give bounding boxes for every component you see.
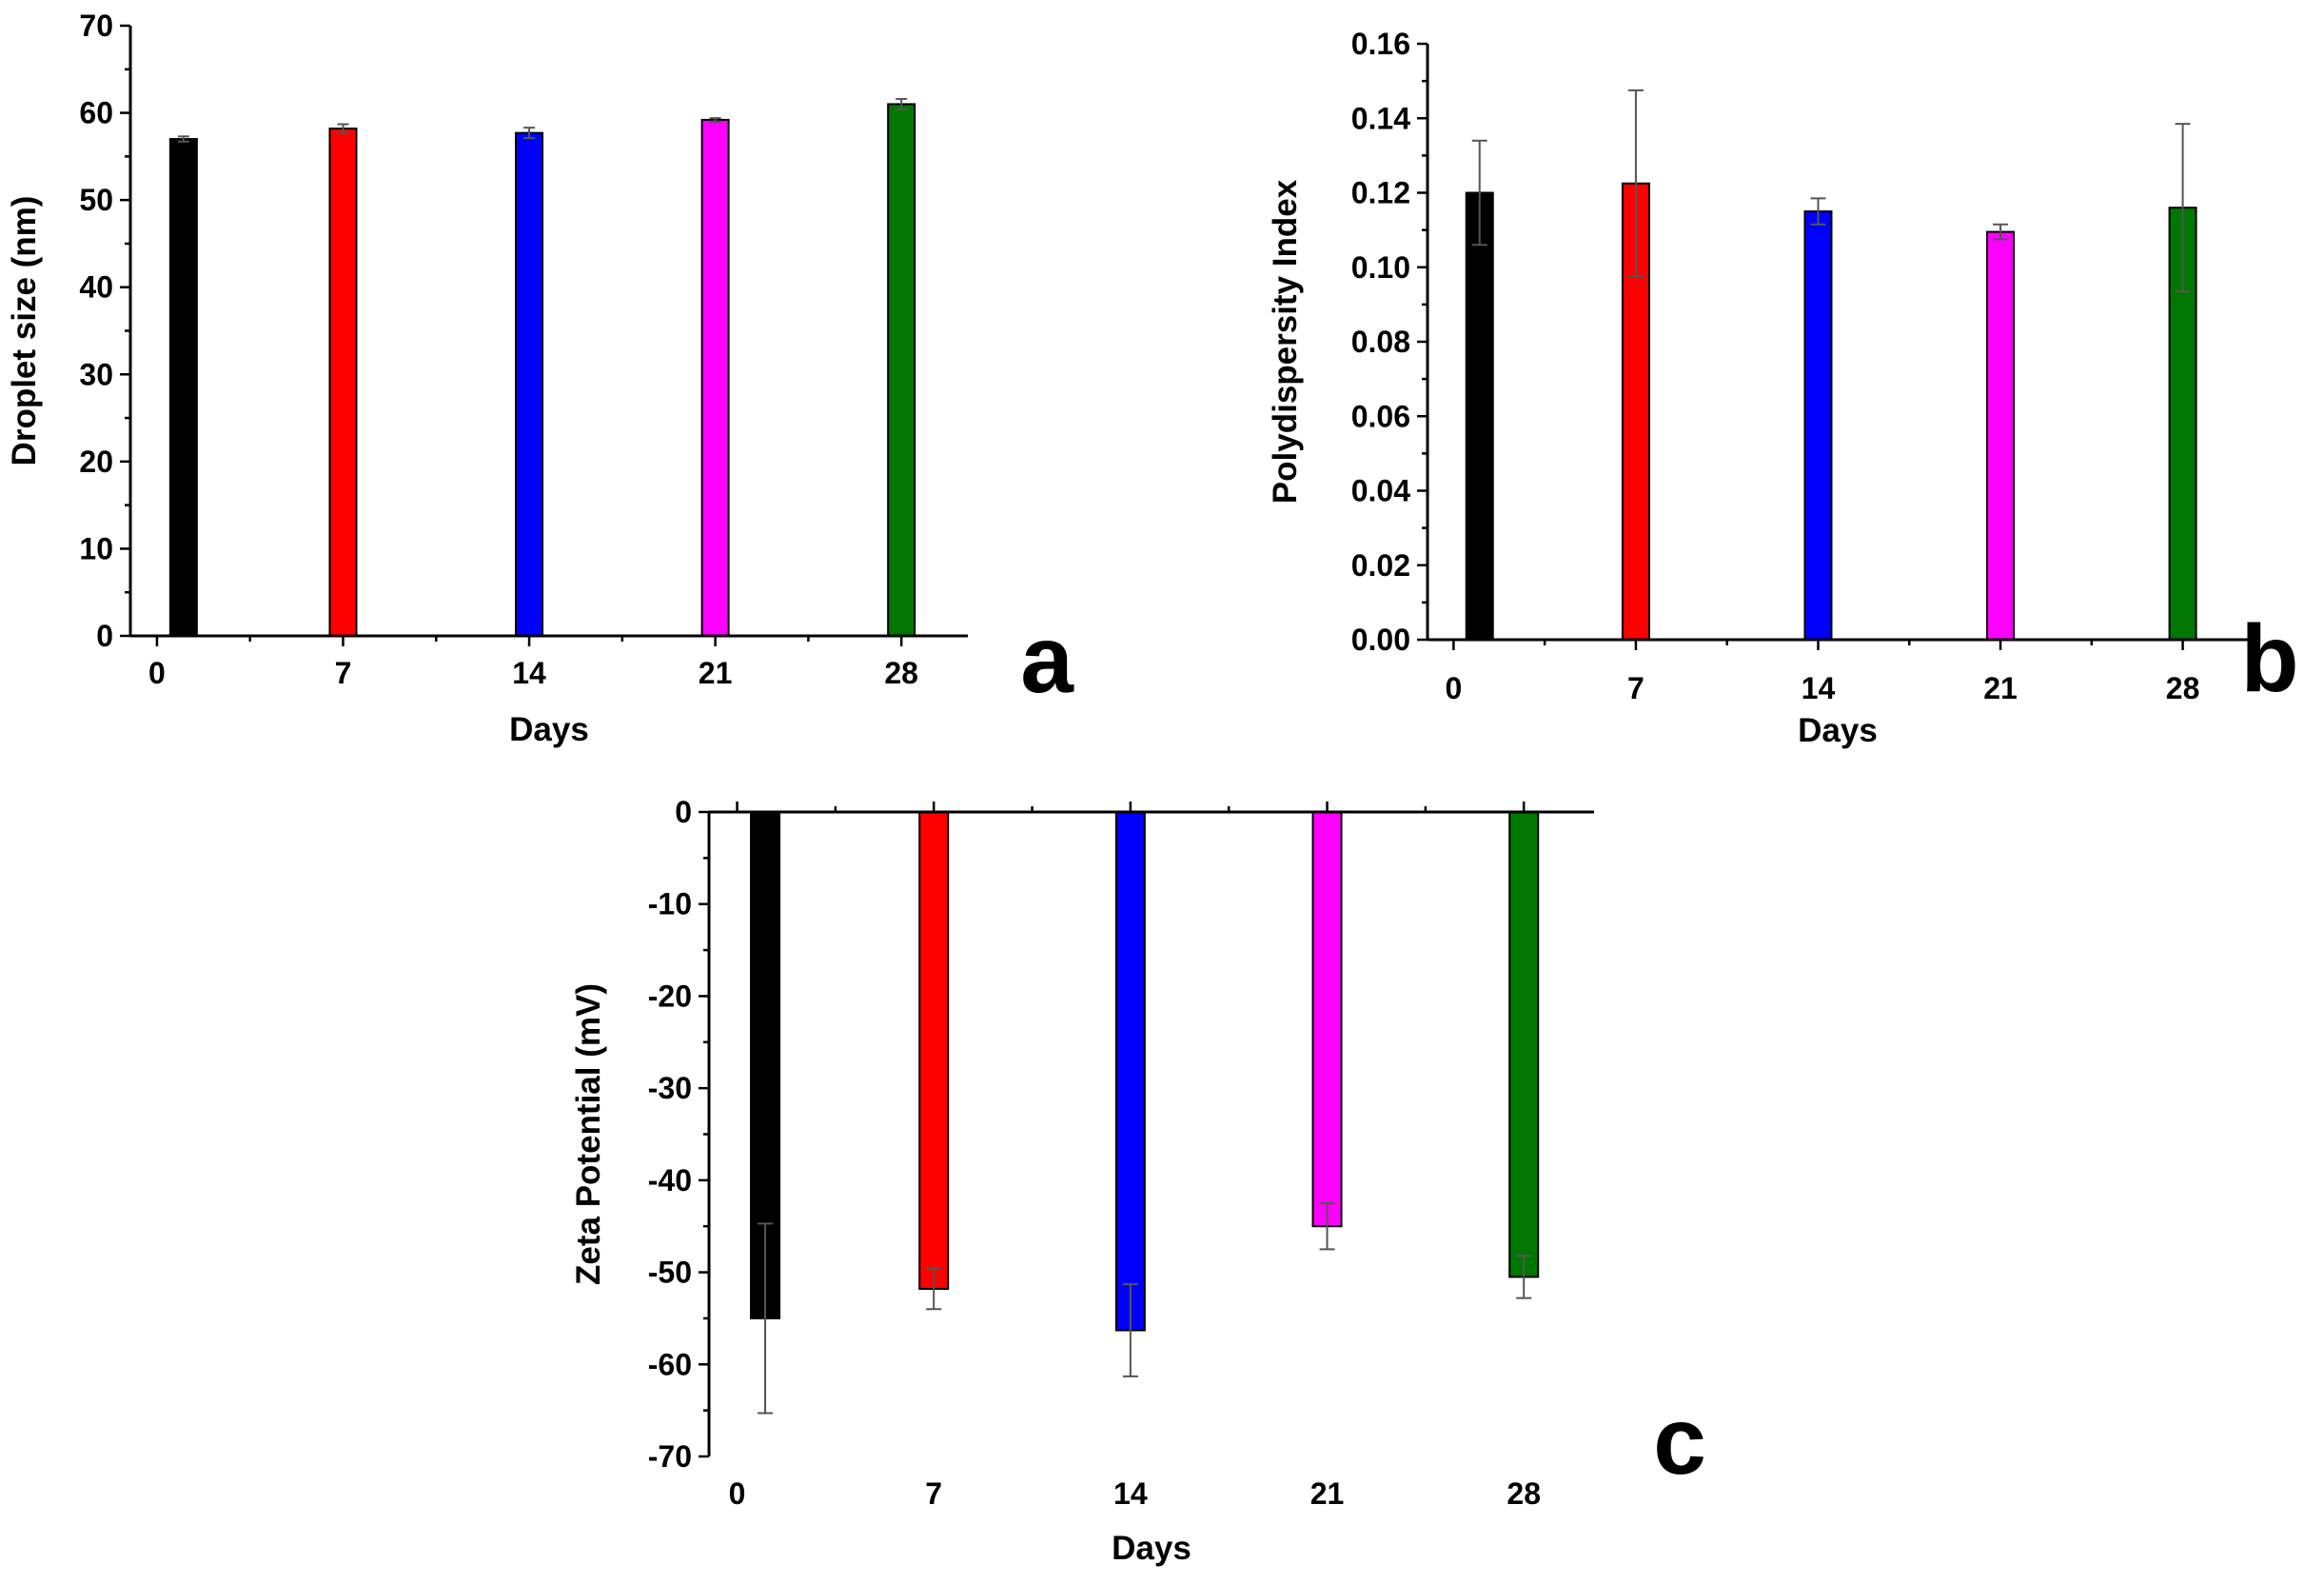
y-tick-label: -70 <box>648 1439 692 1474</box>
panel-a-droplet-size-chart: 0 10 20 30 40 50 60 70 0 7 14 21 28 Days Droplet size … <box>6 9 1074 748</box>
x-tick-label: 7 <box>1627 671 1645 705</box>
x-tick-label: 28 <box>1507 1476 1541 1511</box>
bar-day-28 <box>887 103 916 637</box>
bar-day-21 <box>1311 811 1343 1228</box>
y-tick-label: 50 <box>79 183 113 217</box>
panel-label: a <box>1020 606 1074 713</box>
x-tick-label: 28 <box>884 656 918 690</box>
x-axis-title: Days <box>509 711 589 748</box>
bar-day-21 <box>700 118 730 637</box>
x-tick-label: 21 <box>1310 1476 1345 1511</box>
bar-day-28 <box>1508 811 1540 1278</box>
y-tick-label: 0.12 <box>1351 176 1410 210</box>
x-tick-label: 0 <box>148 656 166 690</box>
x-axis-title: Days <box>1798 712 1878 749</box>
x-tick-label: 7 <box>335 656 352 690</box>
y-tick-label: 20 <box>79 445 113 479</box>
y-tick-label: 0.06 <box>1351 399 1410 433</box>
x-tick-label: 14 <box>1802 671 1836 705</box>
y-axis-title: Zeta Potential (mV) <box>570 983 607 1285</box>
bar-day-7 <box>918 811 950 1290</box>
y-tick-label: -30 <box>648 1071 692 1105</box>
x-tick-label: 0 <box>729 1476 746 1511</box>
bar-day-0 <box>168 138 198 638</box>
y-tick-label: 10 <box>79 531 113 565</box>
y-tick-label: 0.16 <box>1351 27 1410 61</box>
y-tick-label: 40 <box>79 270 113 305</box>
y-tick-label: 0.14 <box>1351 101 1410 135</box>
y-tick-label: 0.10 <box>1351 250 1410 285</box>
y-tick-label: -60 <box>648 1347 692 1381</box>
bar-day-14 <box>1803 210 1833 641</box>
x-tick-label: 28 <box>2166 671 2200 705</box>
panel-b-polydispersity-chart: 0.00 0.02 0.04 0.06 0.08 0.10 0.12 0.14 0.16 0 7 14… <box>1267 27 2299 749</box>
y-tick-label: -40 <box>648 1163 692 1198</box>
bar-day-7 <box>328 128 358 638</box>
x-tick-label: 7 <box>925 1476 942 1511</box>
bar-day-0 <box>1465 191 1494 641</box>
y-tick-label: 30 <box>79 357 113 391</box>
x-axis-title: Days <box>1112 1530 1192 1567</box>
panel-label: c <box>1653 1388 1706 1495</box>
y-tick-label: -50 <box>648 1256 692 1290</box>
y-tick-label: 0 <box>675 795 692 829</box>
x-tick-label: 0 <box>1445 671 1462 705</box>
y-tick-label: -10 <box>648 887 692 921</box>
x-tick-label: 14 <box>1113 1476 1148 1511</box>
panel-label: b <box>2240 605 2298 712</box>
y-tick-label: 0.08 <box>1351 325 1410 359</box>
bar-day-14 <box>515 131 544 637</box>
bar-day-14 <box>1114 811 1146 1332</box>
x-tick-label: 21 <box>699 656 733 690</box>
x-tick-label: 21 <box>1983 671 2018 705</box>
y-tick-label: -20 <box>648 979 692 1013</box>
y-tick-label: 0.02 <box>1351 548 1410 583</box>
y-tick-label: 0 <box>96 619 113 653</box>
y-tick-label: 60 <box>79 96 113 130</box>
y-axis-title: Droplet size (nm) <box>6 196 43 466</box>
y-axis-title: Polydispersity Index <box>1267 179 1304 504</box>
panel-c-zeta-potential-chart: 0 -10 -20 -30 -40 -50 -60 -70 0 7 14 21 28 Days Zeta P… <box>570 795 1706 1567</box>
bar-day-21 <box>1986 230 2016 642</box>
x-tick-label: 14 <box>512 656 546 690</box>
y-tick-label: 0.04 <box>1351 474 1410 508</box>
y-tick-label: 0.00 <box>1351 623 1410 657</box>
y-tick-label: 70 <box>79 9 113 43</box>
